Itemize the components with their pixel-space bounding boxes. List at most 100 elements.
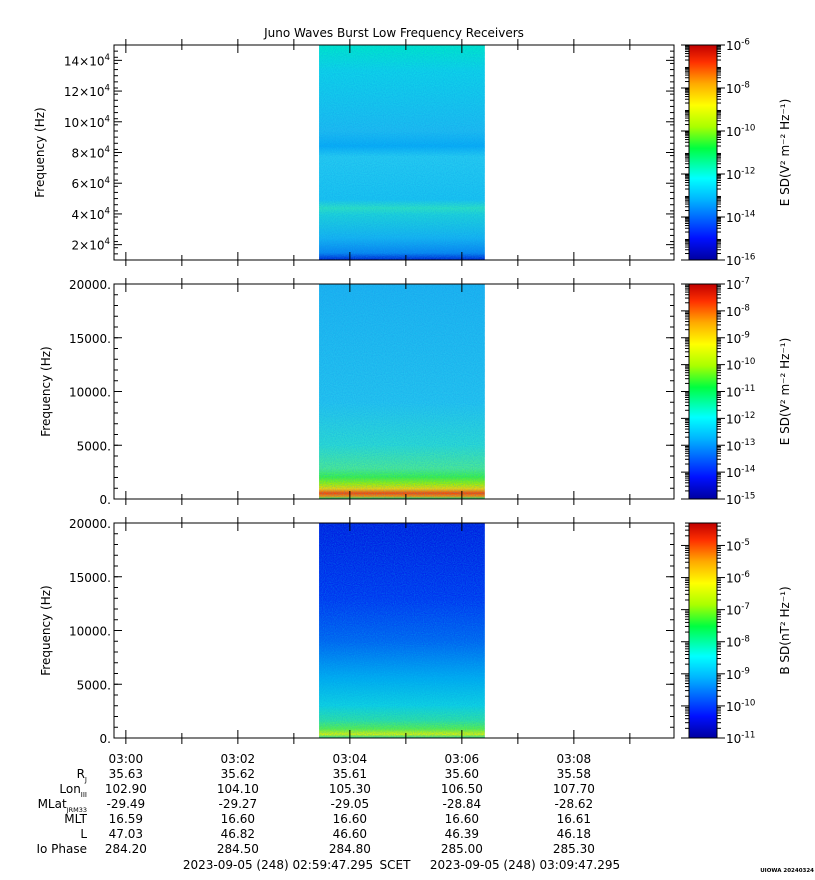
colorbar: 10-16 10-14 10-12 10-10 10-8 10-6 E SD(V² m⁻² … (681, 38, 792, 268)
ephemeris-value: 46.82 (221, 827, 255, 841)
spectrogram-data (319, 523, 485, 738)
colorbar-tick-label: 10-8 (726, 303, 750, 318)
y-axis: 2×104 4×104 6×104 8×104 10×104 12×104 14×104 (64, 44, 674, 261)
spectrogram-panel-1: 2×104 4×104 6×104 8×104 10×104 12×104 14×104 Fr… (33, 38, 792, 268)
x-axis-ticks (125, 39, 631, 266)
footer-start-time: 2023-09-05 (248) 02:59:47.295 (183, 858, 373, 872)
colorbar-tick-label: 10-12 (726, 411, 755, 426)
colorbar-gradient (689, 45, 717, 260)
ephemeris-value: 46.18 (557, 827, 591, 841)
colorbar-tick-label: 10-14 (726, 210, 755, 225)
colorbar-label: B SD(nT² Hz⁻¹) (778, 586, 792, 674)
y-tick-label: 15000. (69, 571, 111, 585)
y-tick-label: 20000. (69, 278, 111, 292)
y-tick-label: 0. (100, 732, 111, 746)
y-tick-label: 15000. (69, 332, 111, 346)
colorbar-tick-label: 10-7 (726, 277, 750, 292)
colorbar-tick-label: 10-9 (726, 666, 750, 681)
spectrogram-data (319, 45, 485, 260)
colorbar-tick-label: 10-5 (726, 538, 750, 553)
ephemeris-value: 46.39 (445, 827, 479, 841)
ephemeris-value: 284.50 (217, 842, 259, 856)
ephemeris-value: 16.60 (445, 812, 479, 826)
spectrogram-panel-2: 0. 5000. 10000. 15000. 20000. Frequency (Hz) 1… (39, 277, 792, 507)
colorbar-tick-label: 10-6 (726, 570, 750, 585)
ephemeris-value: 106.50 (441, 782, 483, 796)
colorbar: 10-15 10-14 10-13 10-12 10-11 10-10 10-9 10-8 10… (681, 277, 792, 507)
ephemeris-value: -29.27 (219, 797, 258, 811)
y-tick-label: 12×104 (64, 84, 110, 99)
colorbar-gradient (689, 284, 717, 499)
ephemeris-value: 16.59 (109, 812, 143, 826)
y-tick-label: 20000. (69, 517, 111, 531)
y-tick-label: 14×104 (64, 53, 110, 68)
ephemeris-value: 35.60 (445, 767, 479, 781)
ephemeris-value: 16.61 (557, 812, 591, 826)
ephemeris-value: 47.03 (109, 827, 143, 841)
chart-title: Juno Waves Burst Low Frequency Receivers (263, 26, 524, 40)
y-axis-label: Frequency (Hz) (33, 107, 47, 198)
ephemeris-value: 107.70 (553, 782, 595, 796)
y-axis: 0. 5000. 10000. 15000. 20000. (69, 517, 674, 746)
y-axis-label: Frequency (Hz) (39, 346, 53, 437)
footer-scet: SCET (380, 858, 412, 872)
ephemeris-row-label: MLT (64, 812, 87, 826)
colorbar-tick-label: 10-16 (726, 253, 755, 268)
y-tick-label: 10×104 (64, 114, 110, 129)
watermark: UIOWA 20240324 (760, 868, 814, 874)
ephemeris-value: 16.60 (333, 812, 367, 826)
x-tick-label: 03:02 (221, 752, 256, 766)
ephemeris-value: 16.60 (221, 812, 255, 826)
ephemeris-value: -29.05 (331, 797, 370, 811)
colorbar-tick-label: 10-15 (726, 492, 755, 507)
colorbar-tick-label: 10-10 (726, 699, 755, 714)
panels: 2×104 4×104 6×104 8×104 10×104 12×104 14×104 Fr… (33, 38, 792, 746)
y-tick-label: 2×104 (72, 237, 110, 252)
x-tick-label: 03:00 (109, 752, 144, 766)
y-tick-label: 10000. (69, 386, 111, 400)
ephemeris-row-label: Io Phase (36, 842, 87, 856)
colorbar-tick-label: 10-6 (726, 38, 750, 53)
ephemeris-value: 46.60 (333, 827, 367, 841)
spectrogram-panel-3: 0. 5000. 10000. 15000. 20000. Frequency (Hz) 1… (39, 517, 792, 746)
ephemeris-value: 105.30 (329, 782, 371, 796)
y-axis-label: Frequency (Hz) (39, 585, 53, 676)
y-tick-label: 5000. (77, 678, 111, 692)
ephemeris-value: 285.00 (441, 842, 483, 856)
x-tick-label: 03:08 (557, 752, 592, 766)
y-axis: 0. 5000. 10000. 15000. 20000. (69, 278, 674, 507)
x-tick-label: 03:04 (333, 752, 368, 766)
colorbar-tick-label: 10-11 (726, 731, 755, 746)
colorbar-tick-label: 10-13 (726, 438, 755, 453)
ephemeris-table: RJ 35.63 35.62 35.61 35.60 35.58 LonIII 102.90 1… (36, 767, 594, 856)
x-axis-ticks (125, 517, 631, 744)
ephemeris-value: -28.84 (443, 797, 482, 811)
ephemeris-value: 102.90 (105, 782, 147, 796)
colorbar-tick-label: 10-8 (726, 81, 750, 96)
colorbar-tick-label: 10-11 (726, 384, 755, 399)
ephemeris-value: -28.62 (555, 797, 594, 811)
colorbar-label: E SD(V² m⁻² Hz⁻¹) (778, 338, 792, 446)
footer-end-time: 2023-09-05 (248) 03:09:47.295 (430, 858, 620, 872)
colorbar-tick-label: 10-10 (726, 124, 755, 139)
y-tick-label: 6×104 (72, 176, 110, 191)
x-axis-labels: 03:00 03:02 03:04 03:06 03:08 (109, 752, 592, 766)
colorbar-gradient (689, 523, 717, 738)
ephemeris-value: -29.49 (107, 797, 146, 811)
x-tick-label: 03:06 (445, 752, 480, 766)
ephemeris-row-label: RJ (77, 767, 87, 784)
y-tick-label: 4×104 (72, 207, 110, 222)
y-tick-label: 5000. (77, 439, 111, 453)
colorbar-tick-label: 10-10 (726, 357, 755, 372)
ephemeris-value: 35.63 (109, 767, 143, 781)
colorbar-tick-label: 10-12 (726, 167, 755, 182)
colorbar-label: E SD(V² m⁻² Hz⁻¹) (778, 99, 792, 207)
ephemeris-row-label: L (80, 827, 87, 841)
spectrogram-data (319, 284, 485, 499)
ephemeris-value: 104.10 (217, 782, 259, 796)
ephemeris-row-label: MLatJRM33 (38, 797, 87, 814)
y-tick-label: 0. (100, 493, 111, 507)
ephemeris-value: 284.80 (329, 842, 371, 856)
ephemeris-row-label: LonIII (59, 782, 87, 799)
